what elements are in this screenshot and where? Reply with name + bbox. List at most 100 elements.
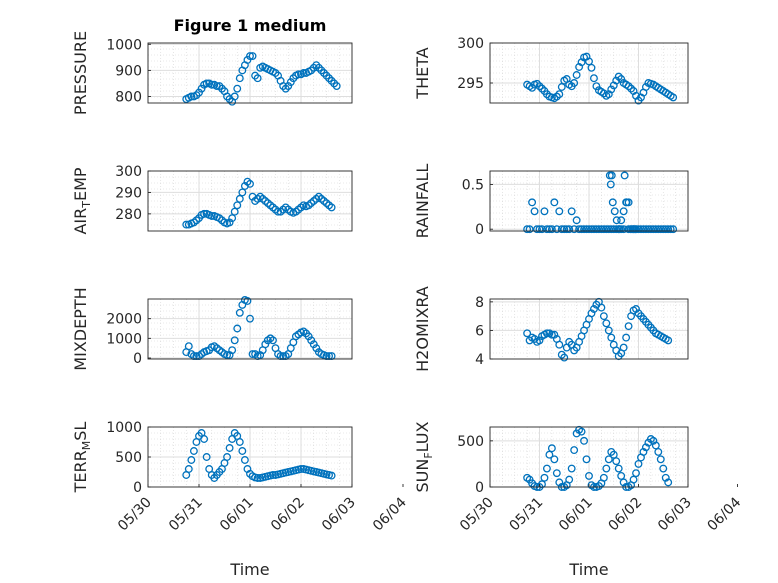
data-point <box>602 319 611 328</box>
data-point <box>560 353 569 362</box>
x-tick-label: 05/31 <box>506 495 546 535</box>
data-point <box>248 52 257 60</box>
data-point <box>552 225 561 234</box>
data-point <box>248 350 257 359</box>
data-point <box>632 469 640 478</box>
data-point <box>617 225 626 234</box>
data-point <box>535 336 544 345</box>
axes-frame <box>147 298 353 360</box>
y-axis-label: AIRTEMP <box>71 167 93 234</box>
data-point <box>585 225 593 234</box>
data-point <box>577 427 586 436</box>
x-tick-label: 06/04 <box>370 494 410 534</box>
data-point <box>184 465 193 473</box>
data-point <box>312 344 321 353</box>
y-axis-label: SUNFLUX <box>413 421 435 492</box>
subplot-5: 0 1000 2000 MIXDEPTH <box>71 287 353 371</box>
data-point <box>587 309 596 318</box>
data-point <box>609 450 618 459</box>
y-tick-label: 280 <box>115 207 142 223</box>
data-point <box>233 324 242 333</box>
data-point <box>656 455 665 464</box>
data-point <box>664 478 673 487</box>
data-point <box>269 336 277 345</box>
data-point <box>540 473 549 482</box>
y-tick-label: 290 <box>115 185 142 201</box>
x-tick-label: 06/02 <box>268 495 308 535</box>
data-point <box>634 225 643 234</box>
data-point <box>608 198 617 207</box>
data-point <box>555 90 564 99</box>
data-point <box>223 453 231 461</box>
data-point <box>200 435 209 443</box>
y-axis-label: THETA <box>413 47 432 99</box>
data-point <box>570 79 579 87</box>
y-tick-label: 300 <box>115 164 142 180</box>
data-point <box>582 455 591 464</box>
data-point <box>269 471 277 479</box>
data-point <box>612 76 621 85</box>
data-point <box>599 473 608 482</box>
y-tick-label: 0 <box>133 480 142 496</box>
subplot-6: 4 6 8 H2OMIXRA <box>413 286 689 372</box>
data-point <box>189 447 198 455</box>
data-point <box>669 93 678 102</box>
data-point <box>240 456 249 464</box>
data-point <box>565 225 574 234</box>
data-point <box>304 332 313 341</box>
x-tick-label: 05/31 <box>166 495 206 535</box>
subplot-3: 280 290 300 AIRTEMP <box>71 164 353 235</box>
data-point <box>223 351 231 360</box>
data-point <box>540 207 549 216</box>
data-point <box>572 216 581 225</box>
data-point <box>197 84 206 93</box>
data-point <box>614 72 623 81</box>
data-point <box>327 203 336 212</box>
y-tick-label: 1000 <box>106 420 142 436</box>
data-point <box>235 194 244 203</box>
data-point <box>582 225 591 234</box>
data-point <box>629 475 638 484</box>
data-point <box>202 453 211 461</box>
data-point <box>654 447 663 456</box>
y-axis-label: PRESSURE <box>71 31 90 115</box>
data-point <box>528 198 537 207</box>
data-point <box>557 83 566 91</box>
subplot-8: 0 500 SUNFLUX 05/30 05/31 06/01 06/02 06/03 06/0… <box>413 421 744 579</box>
data-point <box>634 459 643 468</box>
data-point <box>557 225 566 234</box>
data-point <box>612 457 621 466</box>
y-tick-label: 6 <box>475 323 484 339</box>
x-tick-label: 05/30 <box>115 495 155 535</box>
data-point <box>661 225 670 234</box>
data-point <box>597 303 606 312</box>
data-point <box>187 92 196 101</box>
data-point <box>274 207 282 216</box>
x-axis-label: Time <box>229 560 269 579</box>
data-point <box>261 340 270 349</box>
y-tick-label: 500 <box>115 450 142 466</box>
data-point <box>620 171 629 180</box>
y-axis-label: TERRMSL <box>71 422 93 494</box>
y-tick-label: 1000 <box>106 331 142 347</box>
x-tick-label: 06/02 <box>605 495 645 535</box>
data-point <box>577 225 586 234</box>
data-point <box>297 465 305 473</box>
y-tick-label: 8 <box>475 295 484 311</box>
data-point <box>533 79 541 88</box>
data-point <box>235 74 244 83</box>
data-point <box>545 450 554 459</box>
data-point <box>550 330 559 339</box>
data-point <box>659 464 668 473</box>
data-point <box>604 455 613 464</box>
chart-title: Figure 1 medium <box>174 16 327 35</box>
axes-frame <box>147 42 353 104</box>
data-point <box>599 225 608 234</box>
data-point <box>619 343 628 352</box>
data-point <box>228 214 237 223</box>
data-point <box>555 340 564 349</box>
data-point <box>624 82 633 91</box>
data-point <box>253 74 262 83</box>
data-point <box>654 225 663 234</box>
data-point <box>230 207 239 216</box>
